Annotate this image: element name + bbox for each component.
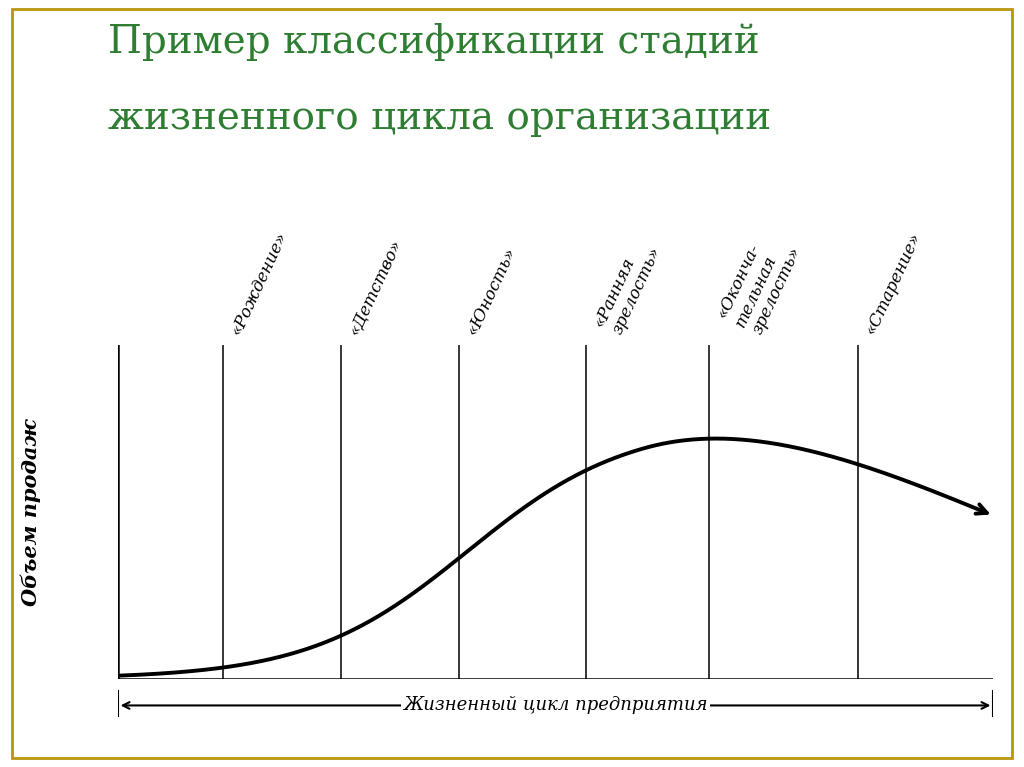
Text: жизненного цикла организации: жизненного цикла организации	[108, 100, 771, 137]
Text: «Детство»: «Детство»	[346, 236, 406, 337]
Text: «Оконча-
тельная
зрелость»: «Оконча- тельная зрелость»	[714, 229, 805, 337]
Text: Жизненный цикл предприятия: Жизненный цикл предприятия	[403, 696, 708, 714]
Text: «Рождение»: «Рождение»	[228, 229, 291, 337]
Text: «Ранняя
зрелость»: «Ранняя зрелость»	[591, 236, 665, 337]
Text: «Старение»: «Старение»	[862, 230, 925, 337]
Text: Пример классификации стадий: Пример классификации стадий	[108, 23, 759, 61]
Text: «Юность»: «Юность»	[464, 244, 520, 337]
Text: Объем продаж: Объем продаж	[20, 418, 41, 606]
